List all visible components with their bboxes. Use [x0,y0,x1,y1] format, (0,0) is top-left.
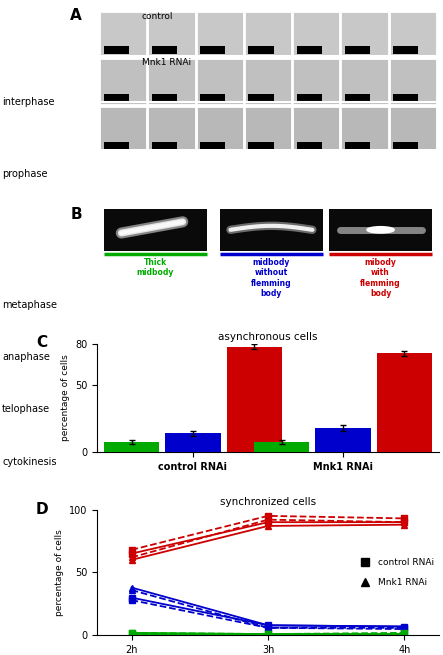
Bar [293,107,339,151]
Y-axis label: percentage of cells: percentage of cells [55,529,64,616]
Bar [330,209,432,251]
Bar [345,94,370,102]
Bar [104,441,159,453]
Text: mibody
with
flemming
body: mibody with flemming body [360,258,401,298]
Bar [293,12,339,56]
Text: telophase: telophase [2,404,51,415]
Bar [249,141,274,150]
Bar [152,141,177,150]
Bar [148,12,194,56]
Bar [104,141,129,150]
Bar [315,428,371,453]
Text: metaphase: metaphase [2,299,57,310]
Bar [390,12,436,56]
Bar [390,107,436,151]
Bar [152,46,177,54]
Bar [165,434,221,453]
Circle shape [367,227,394,233]
Bar [197,60,243,103]
Bar [342,107,388,151]
Bar [220,209,323,251]
Bar [296,141,322,150]
Bar [100,60,146,103]
Text: prophase: prophase [2,168,48,179]
Bar [296,94,322,102]
Text: anaphase: anaphase [2,352,50,362]
Legend: control RNAi, Mnk1 RNAi: control RNAi, Mnk1 RNAi [356,558,434,587]
Bar [104,46,129,54]
Bar [148,60,194,103]
Bar [393,141,419,150]
Bar [245,107,291,151]
Text: A: A [70,8,82,23]
Bar [342,12,388,56]
Bar [345,46,370,54]
Bar [377,353,432,453]
Bar [249,94,274,102]
Text: midbody
without
flemming
body: midbody without flemming body [251,258,292,298]
Text: B: B [70,208,82,223]
Text: Mnk1 RNAi: Mnk1 RNAi [142,58,191,67]
Bar [249,46,274,54]
Y-axis label: percentage of cells: percentage of cells [61,355,70,441]
Bar [104,209,206,251]
Bar [390,60,436,103]
Bar [200,141,225,150]
Bar [104,94,129,102]
Bar [200,46,225,54]
Text: interphase: interphase [2,96,55,107]
Bar [197,12,243,56]
Bar [200,94,225,102]
Bar [100,107,146,151]
Bar [245,12,291,56]
Text: C: C [36,335,47,350]
Bar [293,60,339,103]
Bar [393,46,419,54]
Bar [197,107,243,151]
Bar [100,12,146,56]
Bar [152,94,177,102]
Bar [345,141,370,150]
Bar [227,346,282,453]
Bar [296,46,322,54]
Bar [393,94,419,102]
Text: D: D [36,502,49,517]
Bar [245,60,291,103]
Title: asynchronous cells: asynchronous cells [218,331,318,342]
Text: control: control [142,12,173,21]
Bar [342,60,388,103]
Title: synchronized cells: synchronized cells [220,497,316,508]
Bar [148,107,194,151]
Text: cytokinesis: cytokinesis [2,457,57,467]
Bar [254,441,309,453]
Text: Thick
midbody: Thick midbody [137,258,174,277]
